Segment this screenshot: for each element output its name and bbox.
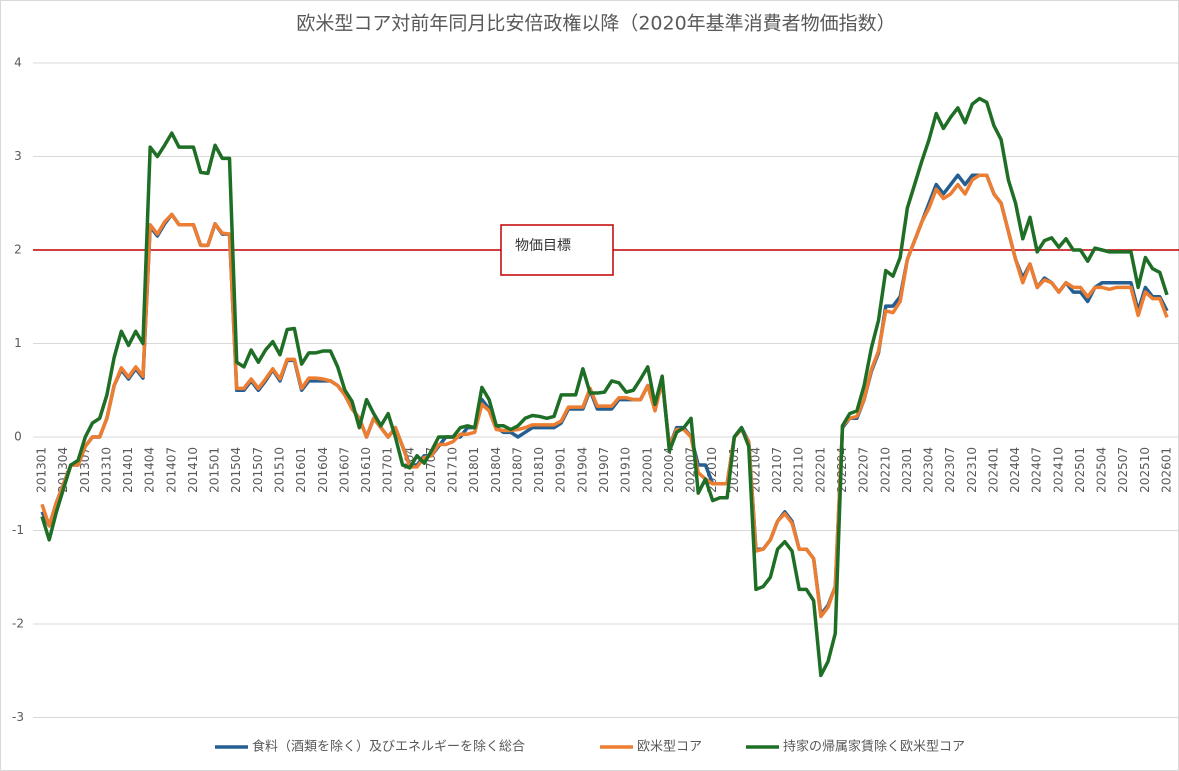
x-tick-label: 202301 (900, 447, 914, 493)
y-tick-label: 3 (14, 149, 22, 163)
y-tick-label: 1 (14, 336, 22, 350)
x-tick-label: 201701 (381, 447, 395, 493)
x-tick-label: 202501 (1073, 447, 1087, 493)
x-tick-label: 201301 (35, 447, 49, 493)
x-tick-label: 202304 (922, 447, 936, 493)
x-tick-label: 202401 (986, 447, 1000, 493)
x-tick-label: 202407 (1030, 447, 1044, 493)
x-tick-label: 201507 (251, 447, 265, 493)
x-tick-label: 202404 (1008, 447, 1022, 493)
x-tick-label: 201404 (143, 447, 157, 493)
legend-label: 持家の帰属家賃除く欧米型コア (783, 739, 965, 755)
x-tick-label: 202210 (878, 447, 892, 493)
x-tick-label: 202601 (1160, 447, 1174, 493)
y-tick-label: 2 (14, 243, 22, 257)
annotation-label: 物価目標 (515, 238, 571, 254)
y-tick-label: -3 (12, 710, 24, 724)
x-tick-label: 201410 (186, 447, 200, 493)
x-tick-label: 201504 (229, 447, 243, 493)
x-tick-label: 202307 (943, 447, 957, 493)
x-tick-label: 201710 (446, 447, 460, 493)
x-tick-label: 201901 (554, 447, 568, 493)
x-tick-label: 201310 (99, 447, 113, 493)
x-tick-label: 201907 (597, 447, 611, 493)
x-tick-label: 201904 (575, 447, 589, 493)
series-line (40, 96, 1169, 678)
x-tick-label: 201801 (467, 447, 481, 493)
x-tick-label: 201810 (532, 447, 546, 493)
x-tick-label: 202004 (662, 447, 676, 493)
legend-label: 欧米型コア (637, 740, 702, 755)
x-tick-label: 202207 (857, 447, 871, 493)
chart-title: 欧米型コア対前年同月比安倍政権以降（2020年基準消費者物価指数） (296, 13, 895, 35)
x-tick-label: 201510 (272, 447, 286, 493)
x-tick-label: 201401 (121, 447, 135, 493)
x-tick-label: 202310 (965, 447, 979, 493)
y-tick-label: 4 (14, 56, 22, 70)
series-line (40, 173, 1169, 619)
x-tick-label: 202001 (640, 447, 654, 493)
x-tick-label: 202110 (792, 447, 806, 493)
x-tick-label: 201804 (489, 447, 503, 493)
x-tick-label: 202507 (1116, 447, 1130, 493)
x-tick-label: 202410 (1051, 447, 1065, 493)
x-tick-label: 201610 (359, 447, 373, 493)
x-tick-label: 201501 (208, 447, 222, 493)
x-tick-label: 201910 (619, 447, 633, 493)
legend-label: 食料（酒類を除く）及びエネルギーを除く総合 (252, 739, 525, 755)
y-tick-label: -2 (12, 617, 24, 631)
x-tick-label: 202504 (1095, 447, 1109, 493)
x-tick-label: 202510 (1138, 447, 1152, 493)
x-tick-label: 201604 (316, 447, 330, 493)
x-tick-label: 201607 (337, 447, 351, 493)
annotation-box (500, 224, 614, 276)
x-tick-label: 201807 (510, 447, 524, 493)
x-tick-label: 201601 (294, 447, 308, 493)
y-tick-label: -1 (12, 523, 24, 537)
y-tick-label: 0 (14, 430, 22, 444)
x-tick-label: 201407 (164, 447, 178, 493)
x-tick-label: 202201 (813, 447, 827, 493)
x-tick-label: 202107 (770, 447, 784, 493)
